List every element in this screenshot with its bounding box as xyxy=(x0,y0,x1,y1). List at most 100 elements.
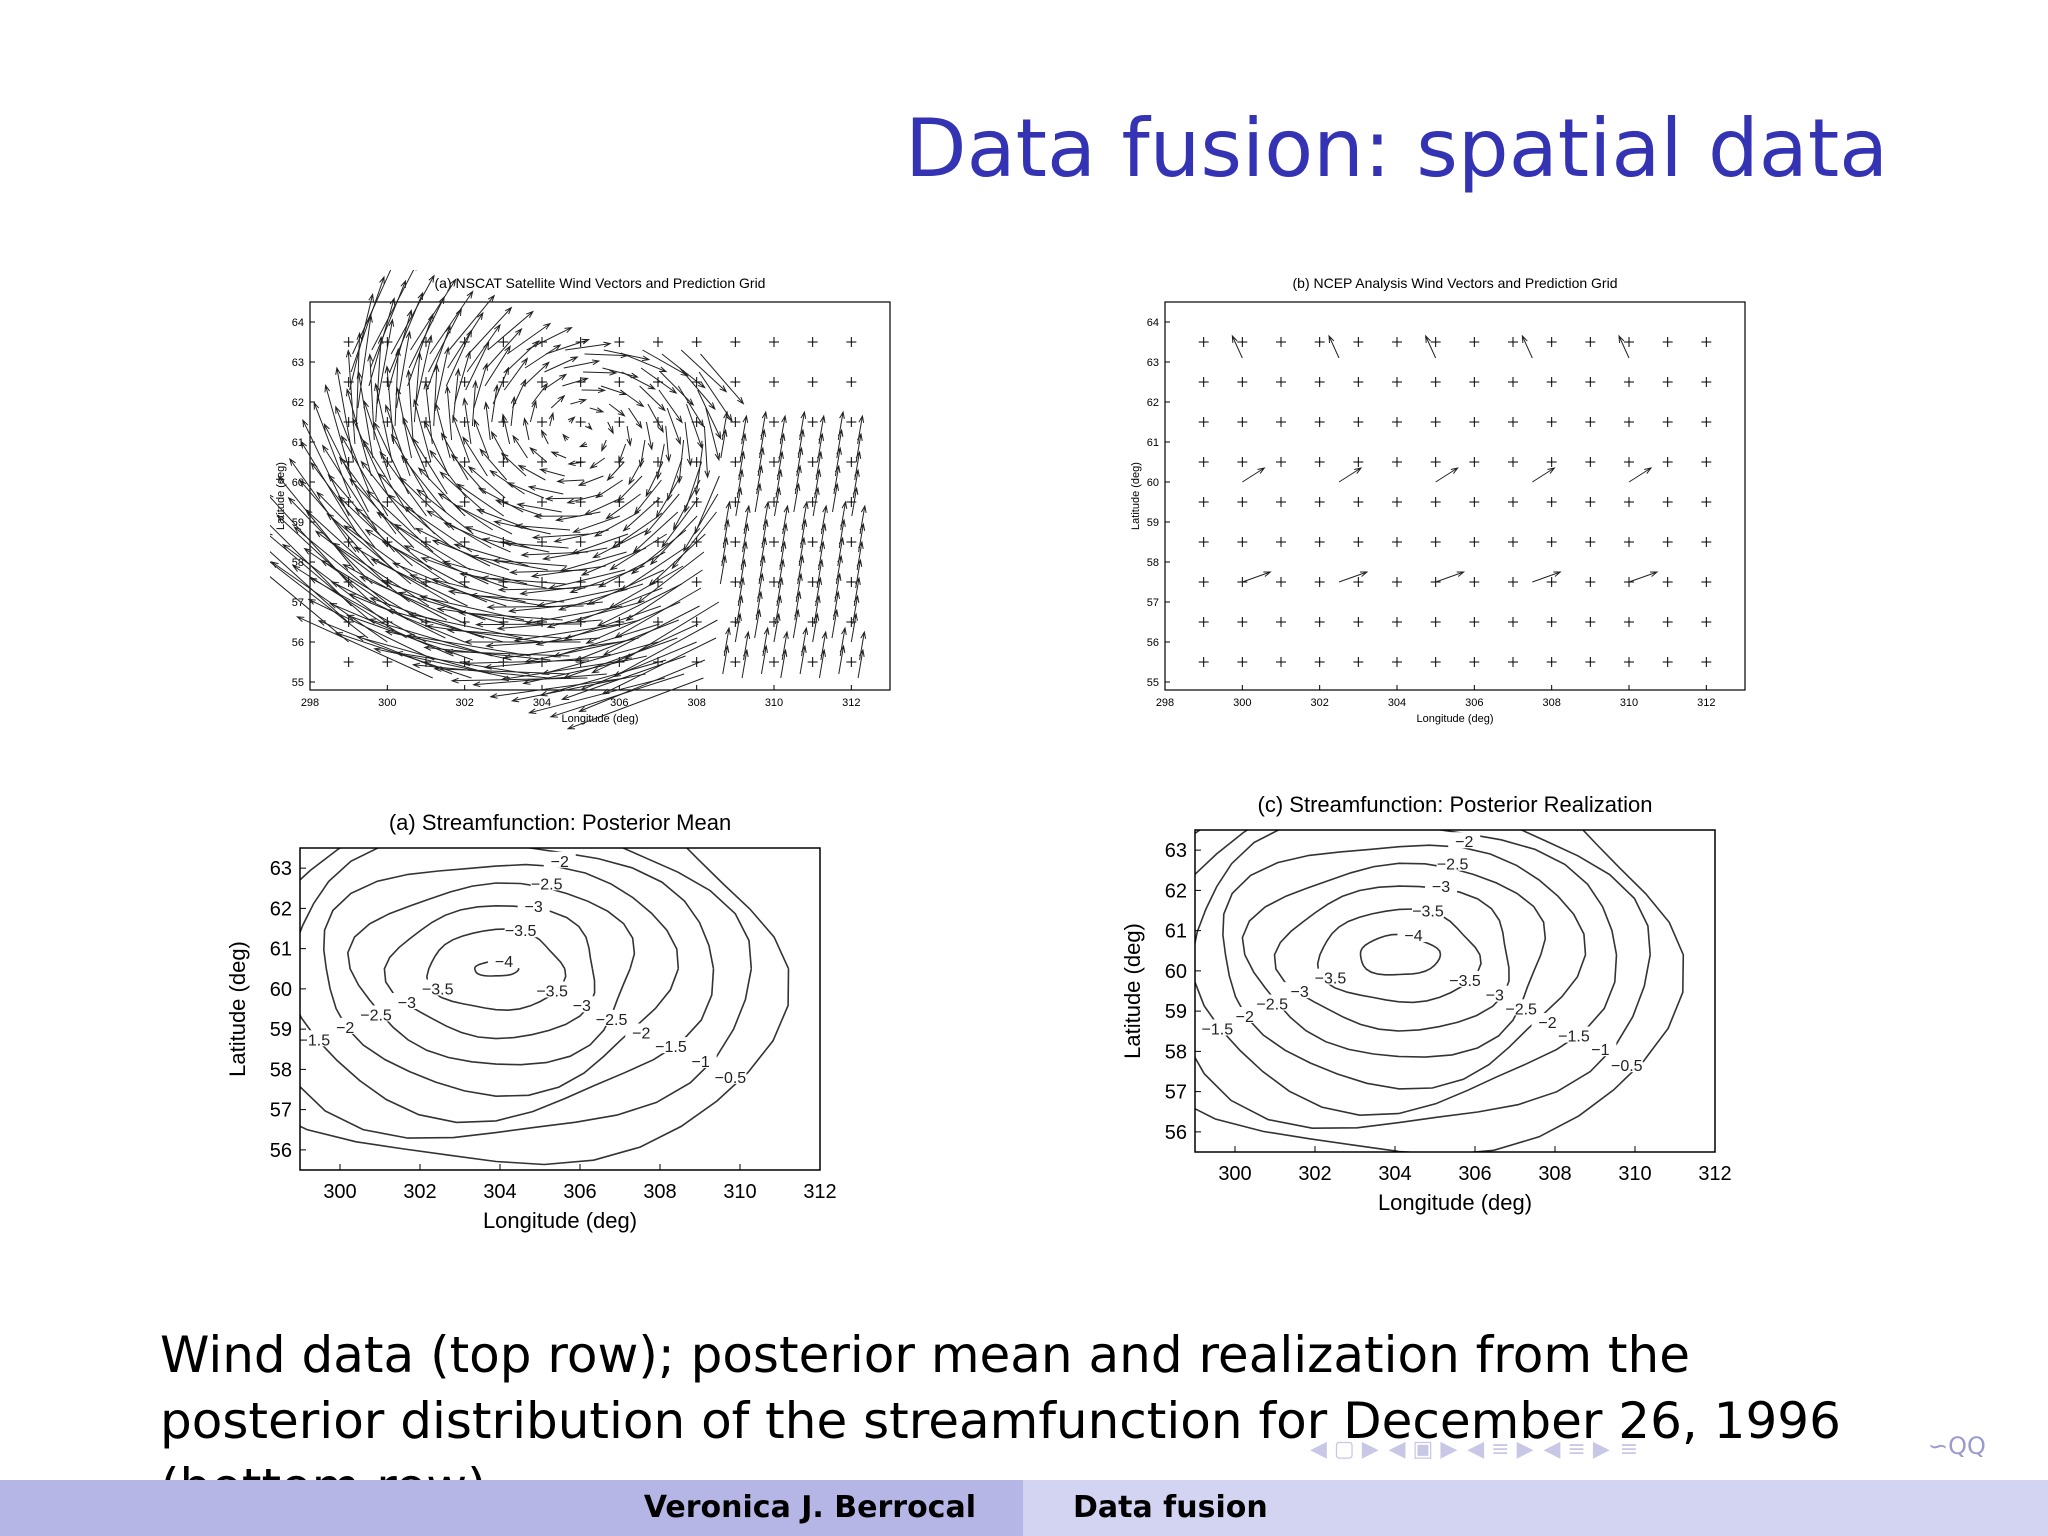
nav-section-icon[interactable]: ◀ ≡ ▶ xyxy=(1467,1437,1534,1462)
wind-vector xyxy=(854,450,862,481)
wind-vector xyxy=(754,608,762,639)
beamer-navigation[interactable]: ◀ ▢ ▶ ◀ ▣ ▶ ◀ ≡ ▶ ◀ ≡ ▶ ≡ xyxy=(1310,1432,2030,1468)
y-tick-label: 58 xyxy=(1165,1041,1187,1063)
x-tick-label: 302 xyxy=(403,1181,436,1203)
wind-vector xyxy=(850,612,858,643)
wind-vector xyxy=(414,527,491,567)
wind-vector xyxy=(796,446,804,477)
wind-vector xyxy=(491,383,500,423)
contour-label: −1.5 xyxy=(299,1032,331,1049)
wind-vector xyxy=(836,428,844,459)
grid-point xyxy=(1392,377,1402,387)
contour-label-bg xyxy=(1436,854,1469,871)
grid-point xyxy=(653,457,663,467)
wind-vector xyxy=(616,475,643,503)
wind-vector xyxy=(491,558,568,567)
wind-vector xyxy=(777,558,785,589)
contour-label: −2 xyxy=(551,854,569,871)
wind-vector xyxy=(563,359,601,369)
contour-line xyxy=(1195,830,1651,1130)
grid-point xyxy=(1198,577,1209,587)
wind-vector xyxy=(780,522,788,553)
wind-vector xyxy=(500,452,527,477)
nav-prev-frame-icon[interactable]: ◀ ▢ ▶ xyxy=(1310,1437,1379,1462)
x-tick-label: 310 xyxy=(765,697,783,709)
contour-line xyxy=(300,848,715,1124)
wind-vector xyxy=(474,621,583,628)
grid-point xyxy=(1392,497,1402,507)
grid-point xyxy=(846,537,857,547)
wind-vector xyxy=(367,618,493,657)
wind-vector xyxy=(855,558,863,589)
grid-point xyxy=(846,657,857,667)
wind-vector xyxy=(328,602,454,657)
wind-vector xyxy=(680,349,728,393)
grid-point xyxy=(1469,497,1480,507)
grid-point xyxy=(807,577,818,587)
grid-point xyxy=(614,577,625,587)
contour-line xyxy=(322,863,680,1098)
wind-vector xyxy=(644,493,680,536)
grid-point xyxy=(343,417,354,427)
grid-point xyxy=(1276,497,1286,507)
x-tick-label: 304 xyxy=(1378,1163,1411,1185)
grid-point xyxy=(769,457,779,467)
nav-search-icon[interactable]: ∽QQ xyxy=(1928,1432,1986,1460)
wind-vector xyxy=(596,583,682,627)
wind-vector xyxy=(857,414,865,445)
wind-vector xyxy=(782,504,790,535)
wind-vector xyxy=(522,655,647,685)
grid-point xyxy=(691,457,702,467)
grid-point xyxy=(1392,657,1402,667)
grid-point xyxy=(498,377,509,387)
x-tick-label: 312 xyxy=(803,1181,836,1203)
wind-vector xyxy=(755,590,763,621)
nav-doc-icon[interactable]: ◀ ≡ ▶ xyxy=(1543,1437,1610,1462)
contour-label: −1.5 xyxy=(655,1039,687,1056)
wind-vector xyxy=(859,630,867,661)
grid-point xyxy=(1198,417,1209,427)
grid-point xyxy=(382,657,393,667)
nav-subsection-icon[interactable]: ◀ ▣ ▶ xyxy=(1388,1437,1458,1462)
grid-point xyxy=(1624,657,1634,667)
y-tick-label: 56 xyxy=(1165,1122,1187,1144)
y-tick-label: 60 xyxy=(292,477,304,489)
grid-point xyxy=(1469,537,1480,547)
wind-vector xyxy=(624,601,720,660)
wind-vector xyxy=(517,464,546,481)
grid-point xyxy=(807,417,818,427)
wind-vector xyxy=(801,626,809,657)
wind-vector xyxy=(589,407,605,413)
grid-point xyxy=(730,657,741,667)
grid-point xyxy=(1546,657,1557,667)
wind-vector xyxy=(831,608,839,639)
wind-vector xyxy=(606,461,625,482)
grid-point xyxy=(498,617,509,627)
grid-point xyxy=(730,417,741,427)
grid-point xyxy=(1314,537,1325,547)
wind-vector xyxy=(756,464,764,495)
chart-title: (c) Streamfunction: Posterior Realizatio… xyxy=(1258,792,1653,817)
contour-label: −1 xyxy=(692,1054,710,1071)
wind-vector xyxy=(531,382,549,405)
grid-point xyxy=(1237,537,1248,547)
wind-vector xyxy=(473,418,490,459)
contour-label-bg xyxy=(1283,982,1316,999)
wind-vector xyxy=(302,418,350,517)
grid-point xyxy=(1469,417,1480,427)
x-tick-label: 298 xyxy=(1156,697,1174,709)
y-tick-label: 59 xyxy=(1165,1001,1187,1023)
x-tick-label: 304 xyxy=(483,1181,516,1203)
wind-vector xyxy=(343,524,431,589)
wind-vector xyxy=(779,540,787,571)
grid-point xyxy=(1546,497,1557,507)
wind-vector xyxy=(381,541,470,589)
wind-vector xyxy=(607,421,614,435)
wind-vector xyxy=(567,416,576,424)
nav-appendix-icon[interactable]: ≡ xyxy=(1619,1437,1639,1462)
wind-vector xyxy=(347,593,465,643)
x-tick-label: 302 xyxy=(455,697,473,709)
wind-vector xyxy=(376,511,452,567)
y-tick-label: 64 xyxy=(1147,317,1159,329)
wind-vector xyxy=(379,451,427,517)
